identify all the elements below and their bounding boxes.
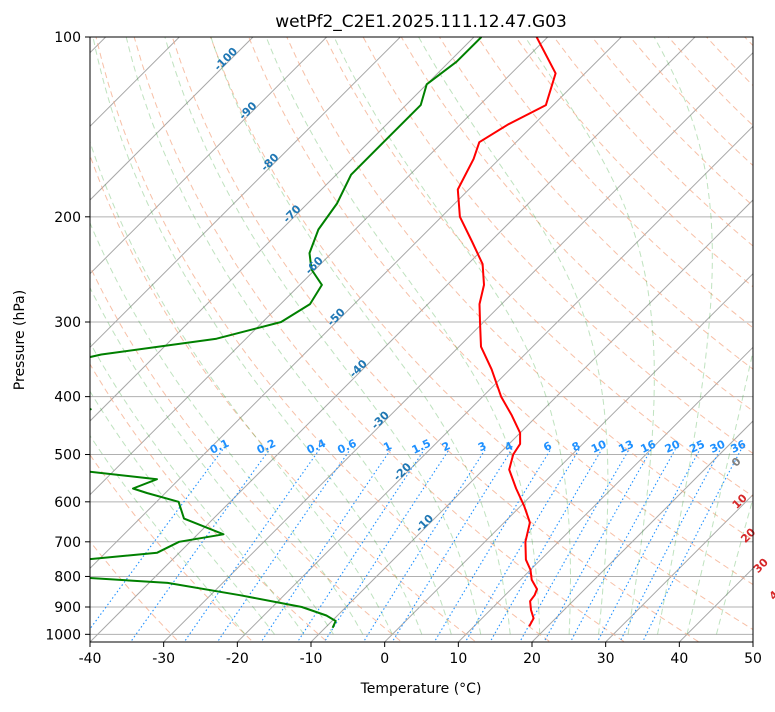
x-tick-label: 30	[597, 651, 615, 667]
x-axis-label: Temperature (°C)	[360, 681, 482, 697]
x-tick-label: -20	[226, 651, 249, 667]
x-tick-label: 20	[523, 651, 541, 667]
y-tick-label: 800	[54, 569, 81, 585]
x-tick-label: 40	[670, 651, 688, 667]
x-tick-label: -30	[152, 651, 175, 667]
y-tick-label: 500	[54, 448, 81, 464]
y-tick-label: 600	[54, 495, 81, 511]
y-tick-label: 1000	[45, 627, 81, 643]
x-tick-label: -10	[300, 651, 323, 667]
chart-title: wetPf2_C2E1.2025.111.12.47.G03	[275, 12, 567, 32]
x-tick-label: 0	[380, 651, 389, 667]
y-tick-label: 100	[54, 30, 81, 46]
y-tick-label: 200	[54, 210, 81, 226]
x-tick-label: 10	[449, 651, 467, 667]
y-tick-label: 300	[54, 315, 81, 331]
x-tick-label: 50	[744, 651, 762, 667]
x-tick-label: -40	[79, 651, 102, 667]
y-tick-label: 400	[54, 390, 81, 406]
y-axis-label: Pressure (hPa)	[12, 290, 28, 390]
y-tick-label: 700	[54, 535, 81, 551]
y-tick-label: 900	[54, 600, 81, 616]
